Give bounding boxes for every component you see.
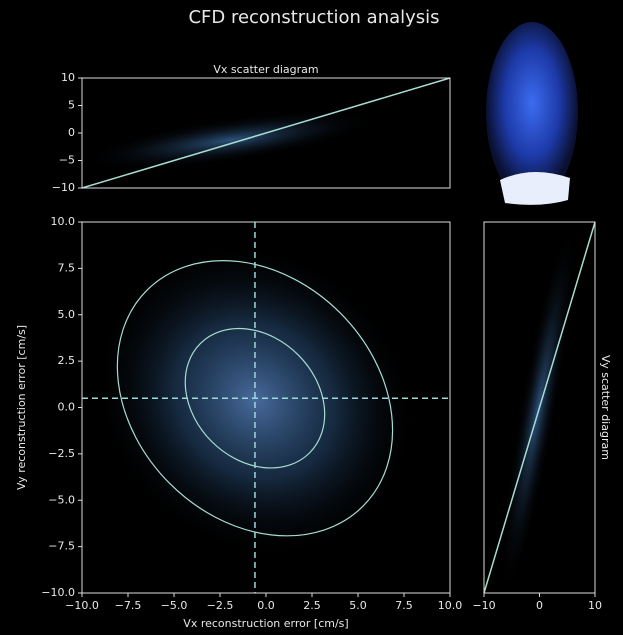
y-tick-label: 7.5	[58, 261, 76, 274]
y-tick-label: −2.5	[48, 447, 75, 460]
x-tick-label: 10.0	[438, 599, 463, 612]
x-axis-label: Vx reconstruction error [cm/s]	[183, 617, 348, 630]
y-tick-label: 10.0	[51, 215, 76, 228]
flame-base	[500, 171, 570, 205]
x-tick-label: −2.5	[207, 599, 234, 612]
y-tick-label: 0	[68, 126, 75, 139]
y-axis-label: Vy scatter diagram	[599, 355, 612, 460]
flame-image	[486, 22, 578, 205]
contour-ellipse	[116, 260, 394, 537]
axes-frame	[81, 77, 451, 189]
flame	[486, 22, 578, 202]
x-tick-label: −10.0	[65, 599, 99, 612]
axes-title: Vx scatter diagram	[213, 63, 318, 76]
y-axis-label: Vy reconstruction error [cm/s]	[15, 325, 28, 490]
x-tick-label: 7.5	[395, 599, 413, 612]
fit-line	[483, 221, 596, 594]
x-tick-label: −7.5	[115, 599, 142, 612]
x-tick-label: −10	[472, 599, 495, 612]
y-tick-label: 0.0	[58, 401, 76, 414]
density	[81, 109, 576, 598]
y-tick-label: −10	[52, 181, 75, 194]
x-tick-label: 0.0	[257, 599, 275, 612]
y-tick-label: −7.5	[48, 540, 75, 553]
x-tick-label: 10	[588, 599, 602, 612]
y-tick-label: −5.0	[48, 493, 75, 506]
axes-frame	[483, 221, 596, 594]
x-tick-label: 2.5	[303, 599, 321, 612]
y-tick-label: −5	[59, 154, 75, 167]
contour-ellipse	[184, 327, 326, 469]
x-tick-label: 0	[536, 599, 543, 612]
y-tick-label: −10.0	[41, 586, 75, 599]
y-tick-label: 5.0	[58, 308, 76, 321]
y-tick-label: 5	[68, 99, 75, 112]
density-band	[81, 109, 379, 171]
x-tick-label: −5.0	[161, 599, 188, 612]
figure-title: CFD reconstruction analysis	[188, 7, 439, 28]
y-tick-label: 10	[61, 71, 75, 84]
density-cloud	[92, 241, 418, 559]
x-tick-label: 5.0	[349, 599, 367, 612]
fit-line	[81, 77, 451, 189]
y-tick-label: 2.5	[58, 354, 76, 367]
axes-frame	[81, 221, 451, 594]
